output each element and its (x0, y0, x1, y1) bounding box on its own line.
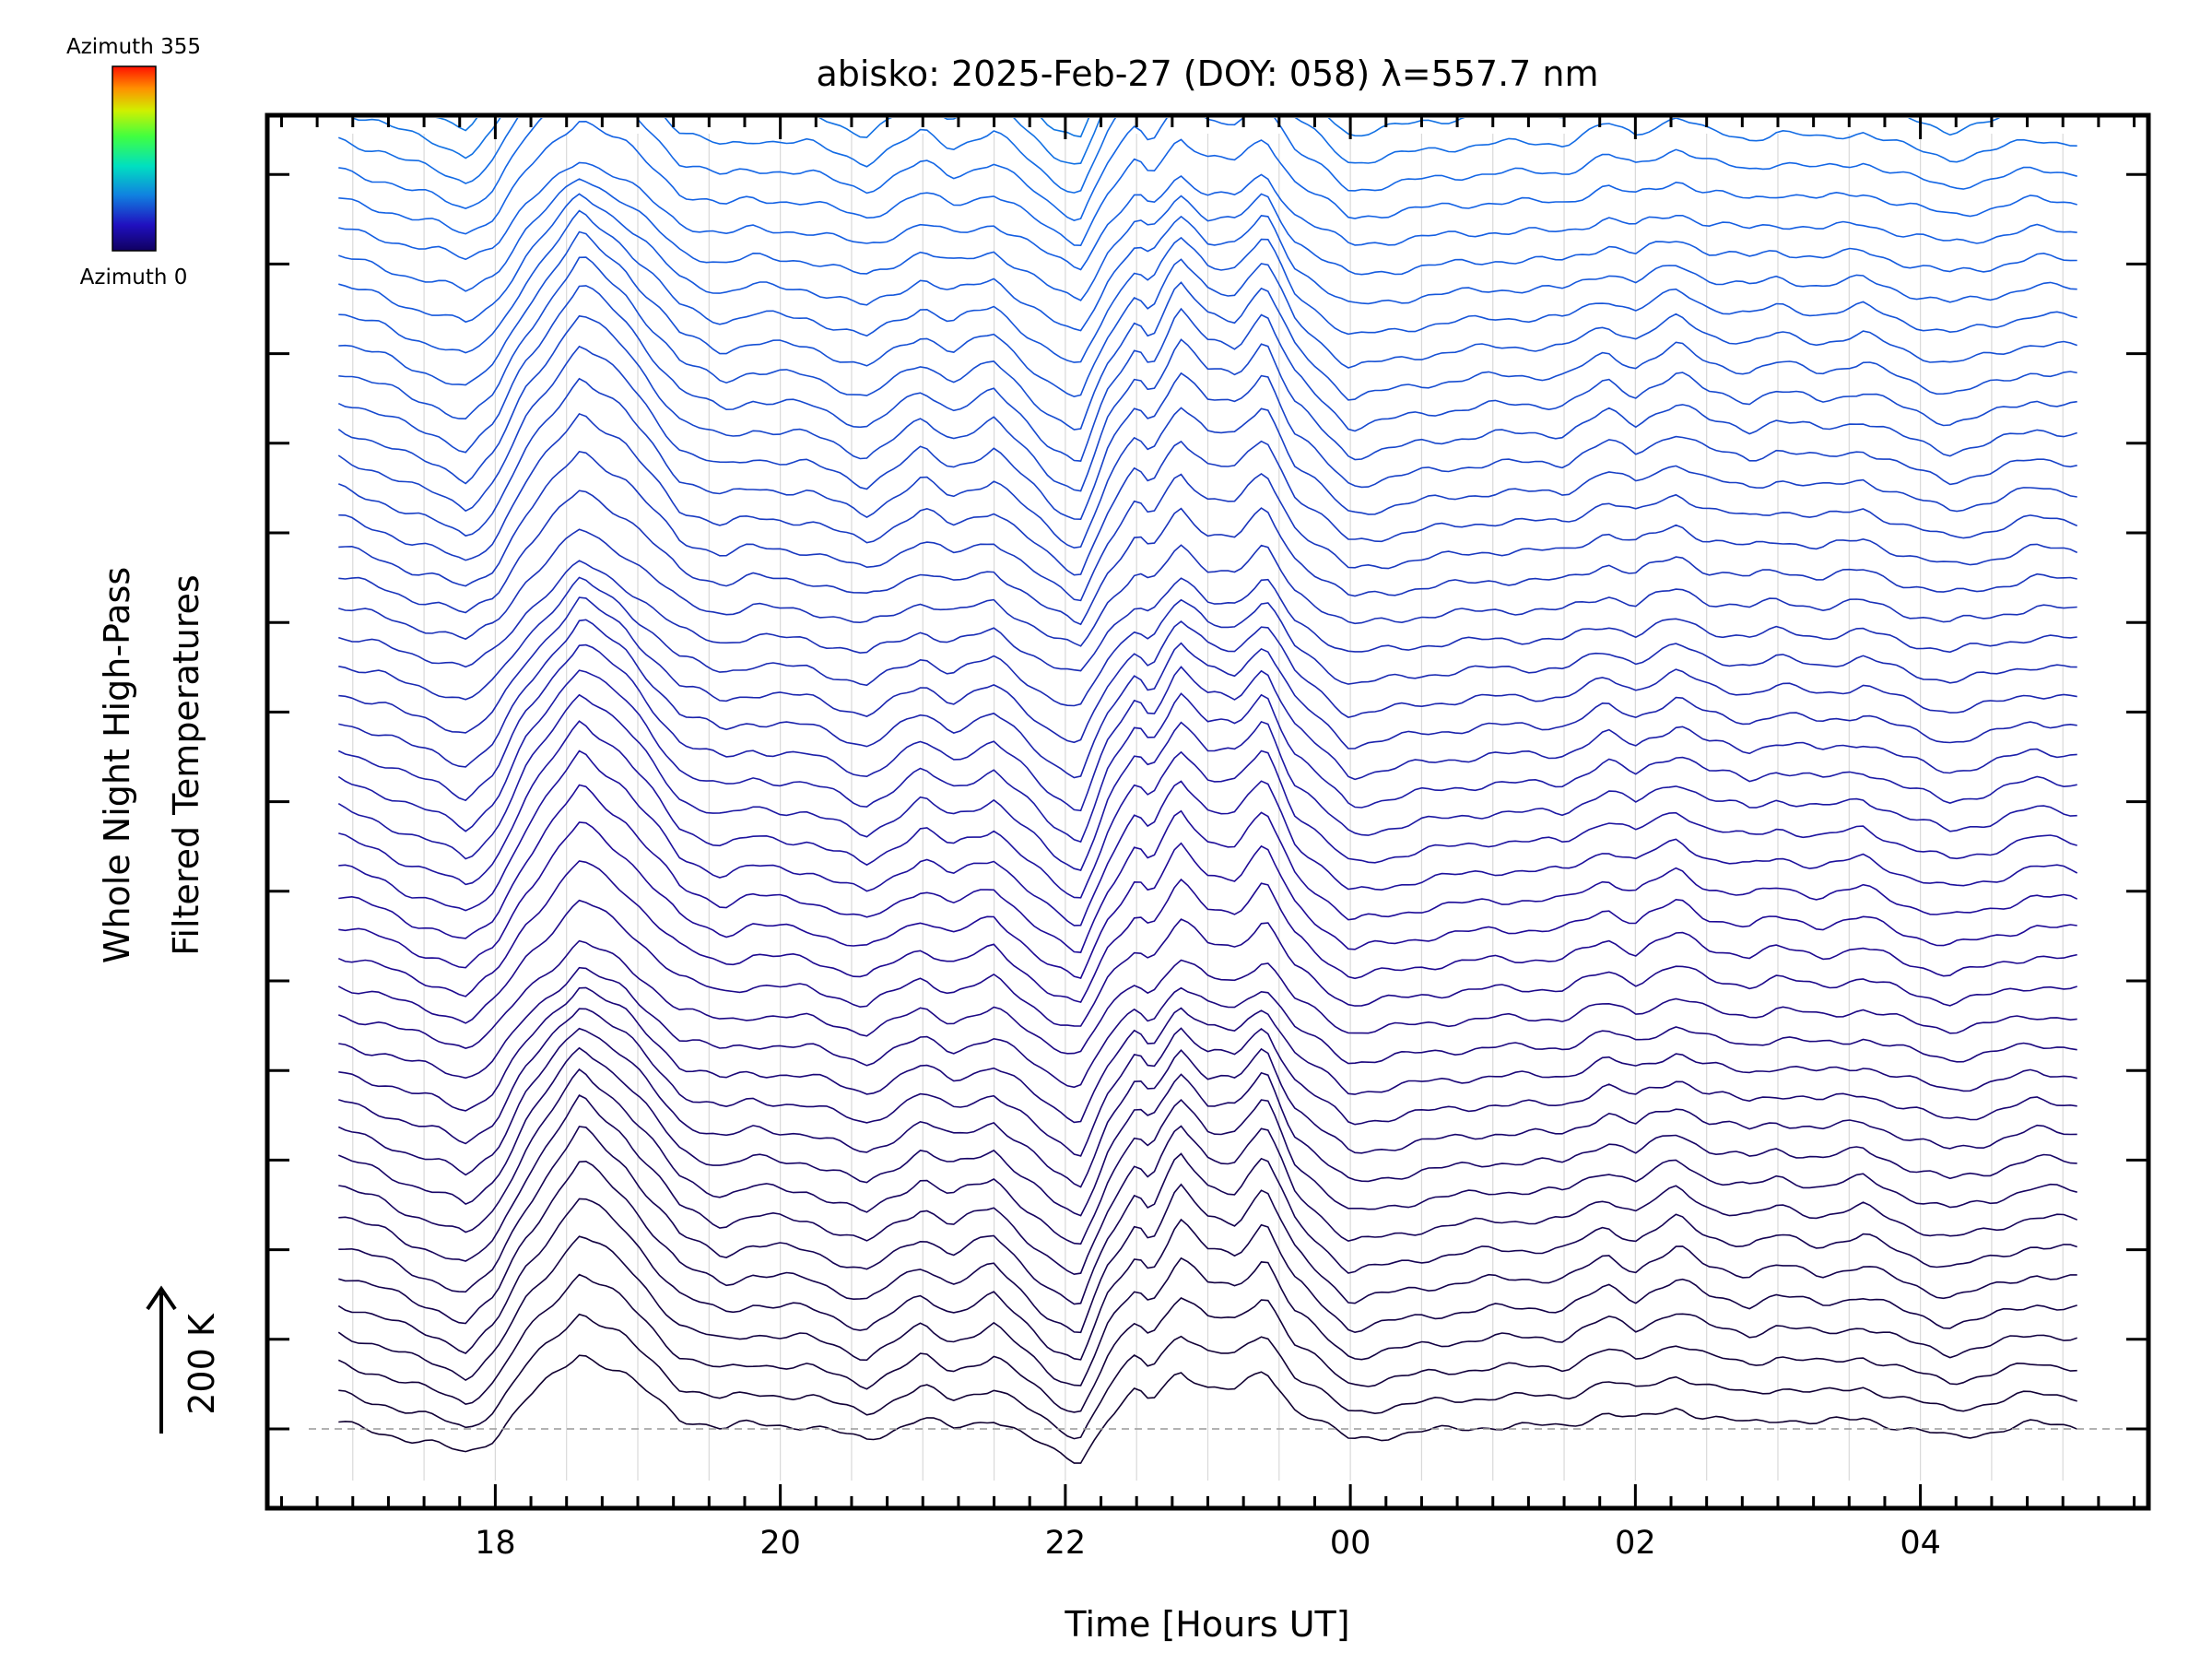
y-axis-label-line2: Filtered Temperatures (166, 574, 206, 955)
azimuth-trace (338, 118, 2077, 194)
azimuth-trace (338, 528, 2077, 647)
x-tick-label: 20 (759, 1525, 801, 1562)
azimuth-trace (338, 576, 2077, 707)
x-tick-label: 02 (1615, 1525, 1656, 1562)
x-tick-label: 22 (1045, 1525, 1087, 1562)
x-tick-label: 18 (475, 1525, 516, 1562)
azimuth-trace (337, 1198, 2077, 1361)
azimuth-trace (338, 178, 2077, 301)
y-axis-label-line1: Whole Night High-Pass (97, 567, 137, 963)
azimuth-trace (337, 693, 2077, 871)
azimuth-trace (337, 1027, 2077, 1188)
azimuth-trace (338, 1094, 2078, 1276)
chart-title: abisko: 2025-Feb-27 (DOY: 058) λ=557.7 n… (816, 53, 1598, 94)
azimuth-trace (337, 643, 2077, 812)
azimuth-trace (338, 230, 2077, 398)
colorbar: Azimuth 355 Azimuth 0 (66, 35, 201, 289)
azimuth-trace (338, 596, 2077, 744)
azimuth-trace (338, 412, 2078, 576)
azimuth-trace (338, 720, 2077, 899)
azimuth-trace (337, 860, 2077, 1004)
azimuth-trace (337, 314, 2077, 492)
azimuth-trace (337, 899, 2077, 1027)
x-tick-label: 00 (1330, 1525, 1371, 1562)
azimuth-trace (338, 451, 2078, 602)
azimuth-trace (338, 0, 2077, 51)
scale-bar-arrowhead (146, 1285, 177, 1311)
azimuth-trace (338, 0, 2077, 20)
azimuth-trace (338, 966, 2077, 1089)
azimuth-trace (338, 120, 2077, 247)
azimuth-trace (338, 1313, 2077, 1440)
colorbar-bottom-label: Azimuth 0 (80, 266, 188, 289)
azimuth-trace (338, 490, 2077, 626)
azimuth-trace (338, 161, 2077, 271)
azimuth-trace (338, 939, 2077, 1055)
azimuth-trace (338, 1068, 2077, 1245)
azimuth-trace (337, 345, 2077, 521)
scale-bar-label: 200 K (182, 1313, 222, 1415)
azimuth-trace (338, 1008, 2077, 1157)
scale-bar: 200 K (146, 1285, 222, 1434)
colorbar-gradient (112, 65, 157, 252)
azimuth-trace (338, 986, 2077, 1124)
azimuth-trace (337, 669, 2077, 844)
gridlines (352, 134, 2064, 1481)
x-tick-labels: 18 20 22 00 02 04 (475, 1525, 1941, 1562)
azimuth-trace (338, 619, 2077, 779)
azimuth-trace (338, 1126, 2077, 1305)
azimuth-trace (337, 1235, 2077, 1387)
azimuth-trace (338, 560, 2077, 672)
azimuth-trace (338, 256, 2077, 431)
azimuth-trace (338, 1354, 2078, 1464)
azimuth-trace (338, 1160, 2077, 1334)
azimuth-trace (337, 1273, 2077, 1413)
y-axis-label: Whole Night High-Pass Filtered Temperatu… (97, 567, 206, 963)
azimuth-trace (337, 285, 2077, 462)
x-tick-label: 04 (1900, 1525, 1941, 1562)
azimuth-trace (337, 1046, 2077, 1217)
azimuth-trace (338, 749, 2078, 926)
azimuth-trace (338, 377, 2077, 549)
azimuth-trace (338, 784, 2078, 953)
azimuth-trace (338, 209, 2077, 363)
azimuth-trace (338, 193, 2077, 332)
axis-ticks (267, 115, 2148, 1508)
x-axis-label: Time [Hours UT] (1064, 1604, 1349, 1645)
colorbar-top-label: Azimuth 355 (66, 35, 201, 59)
azimuth-trace (338, 821, 2077, 979)
